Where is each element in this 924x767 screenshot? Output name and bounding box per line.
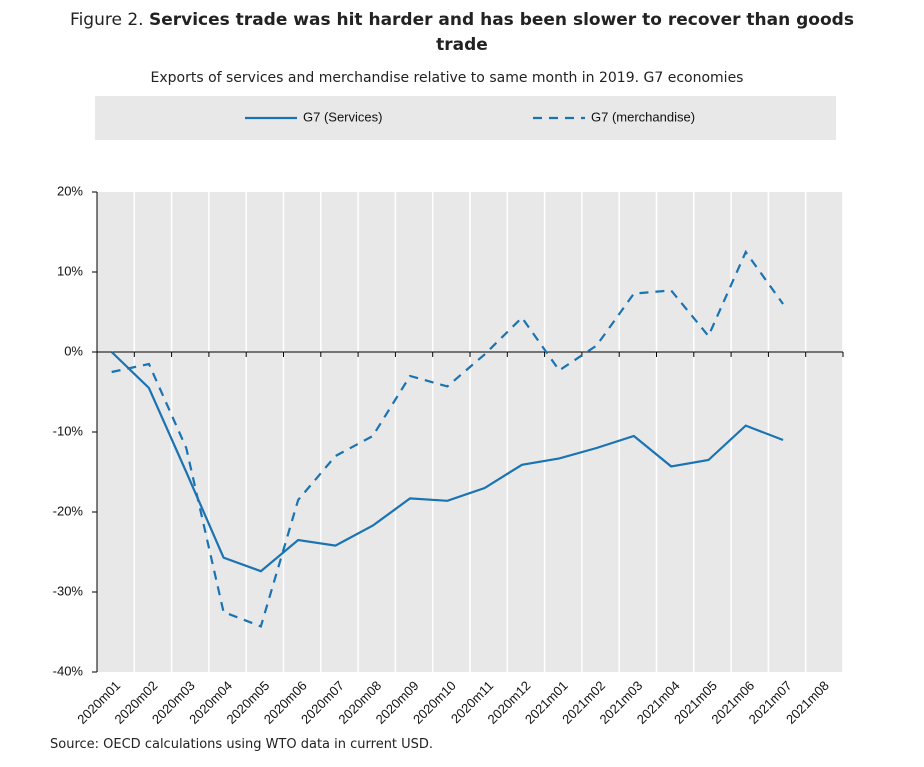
y-tick-label: 0% <box>64 343 83 358</box>
subtitle: Exports of services and merchandise rela… <box>150 70 744 86</box>
y-tick-label: 10% <box>57 263 83 278</box>
source-note: Source: OECD calculations using WTO data… <box>50 737 434 752</box>
title-text: Services trade was hit harder and has be… <box>148 10 854 55</box>
legend-label: G7 (Services) <box>303 109 382 124</box>
title-label: Figure 2. <box>70 10 144 30</box>
y-tick-label: -30% <box>53 583 84 598</box>
legend-label: G7 (merchandise) <box>591 109 695 124</box>
y-tick-label: -10% <box>53 423 84 438</box>
y-tick-label: -40% <box>53 663 84 678</box>
y-tick-label: -20% <box>53 503 84 518</box>
chart-title: Figure 2. Services trade was hit harder … <box>60 8 864 58</box>
legend-box <box>95 96 836 140</box>
series-line <box>111 249 784 628</box>
series-line <box>110 351 784 573</box>
y-tick-label: 20% <box>57 183 83 198</box>
